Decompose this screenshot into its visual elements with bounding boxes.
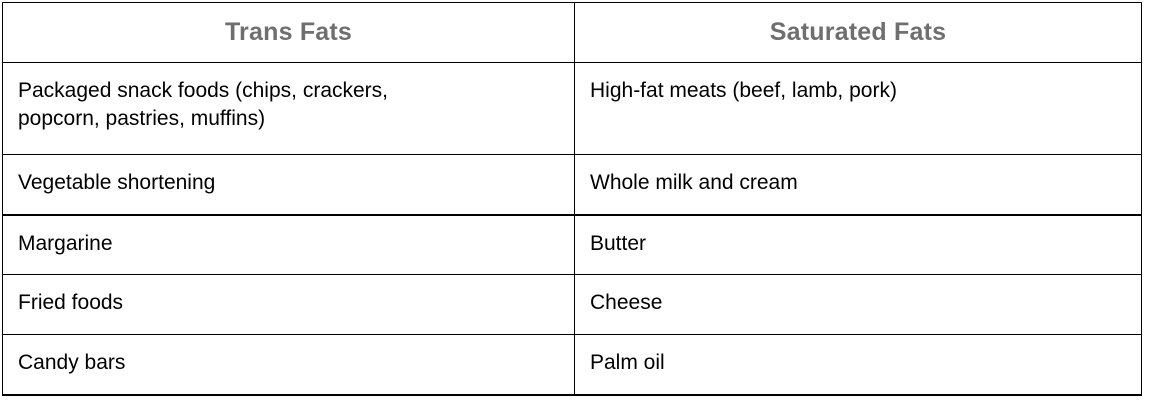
cell-text: Butter [590, 231, 647, 255]
table-row: Packaged snack foods (chips, crackers, p… [2, 62, 1142, 155]
table-header-row: Trans Fats Saturated Fats [2, 2, 1142, 63]
cell-text: Palm oil [590, 351, 665, 374]
cell-saturated-fats: Butter [574, 214, 1142, 275]
cell-trans-fats: Packaged snack foods (chips, crackers, p… [2, 62, 575, 155]
cell-text: Vegetable shortening [18, 171, 216, 194]
fats-comparison-table: Trans Fats Saturated Fats Packaged snack… [2, 2, 1142, 396]
table-row: Vegetable shortening Whole milk and crea… [2, 154, 1142, 216]
table-header: Trans Fats Saturated Fats [2, 2, 1142, 63]
cell-saturated-fats: Palm oil [574, 334, 1142, 396]
cell-text: Margarine [18, 231, 113, 255]
cell-text: Candy bars [18, 351, 126, 374]
cell-text: High-fat meats (beef, lamb, pork) [590, 79, 897, 102]
table-row: Margarine Butter [2, 214, 1142, 275]
cell-trans-fats: Candy bars [2, 334, 575, 396]
cell-text: Fried foods [18, 291, 124, 314]
cell-trans-fats: Vegetable shortening [2, 154, 575, 216]
cell-text: Whole milk and cream [590, 171, 798, 194]
column-header-trans-fats: Trans Fats [2, 2, 575, 63]
cell-saturated-fats: Cheese [574, 274, 1142, 335]
table-row: Candy bars Palm oil [2, 334, 1142, 396]
cell-trans-fats: Margarine [2, 214, 575, 275]
table-body: Packaged snack foods (chips, crackers, p… [2, 62, 1142, 396]
cell-trans-fats: Fried foods [2, 274, 575, 335]
cell-saturated-fats: Whole milk and cream [574, 154, 1142, 216]
cell-text: Cheese [590, 291, 663, 314]
cell-saturated-fats: High-fat meats (beef, lamb, pork) [574, 62, 1142, 155]
cell-text: Packaged snack foods (chips, crackers, p… [18, 79, 389, 130]
table-row: Fried foods Cheese [2, 274, 1142, 335]
column-header-saturated-fats: Saturated Fats [574, 2, 1142, 63]
